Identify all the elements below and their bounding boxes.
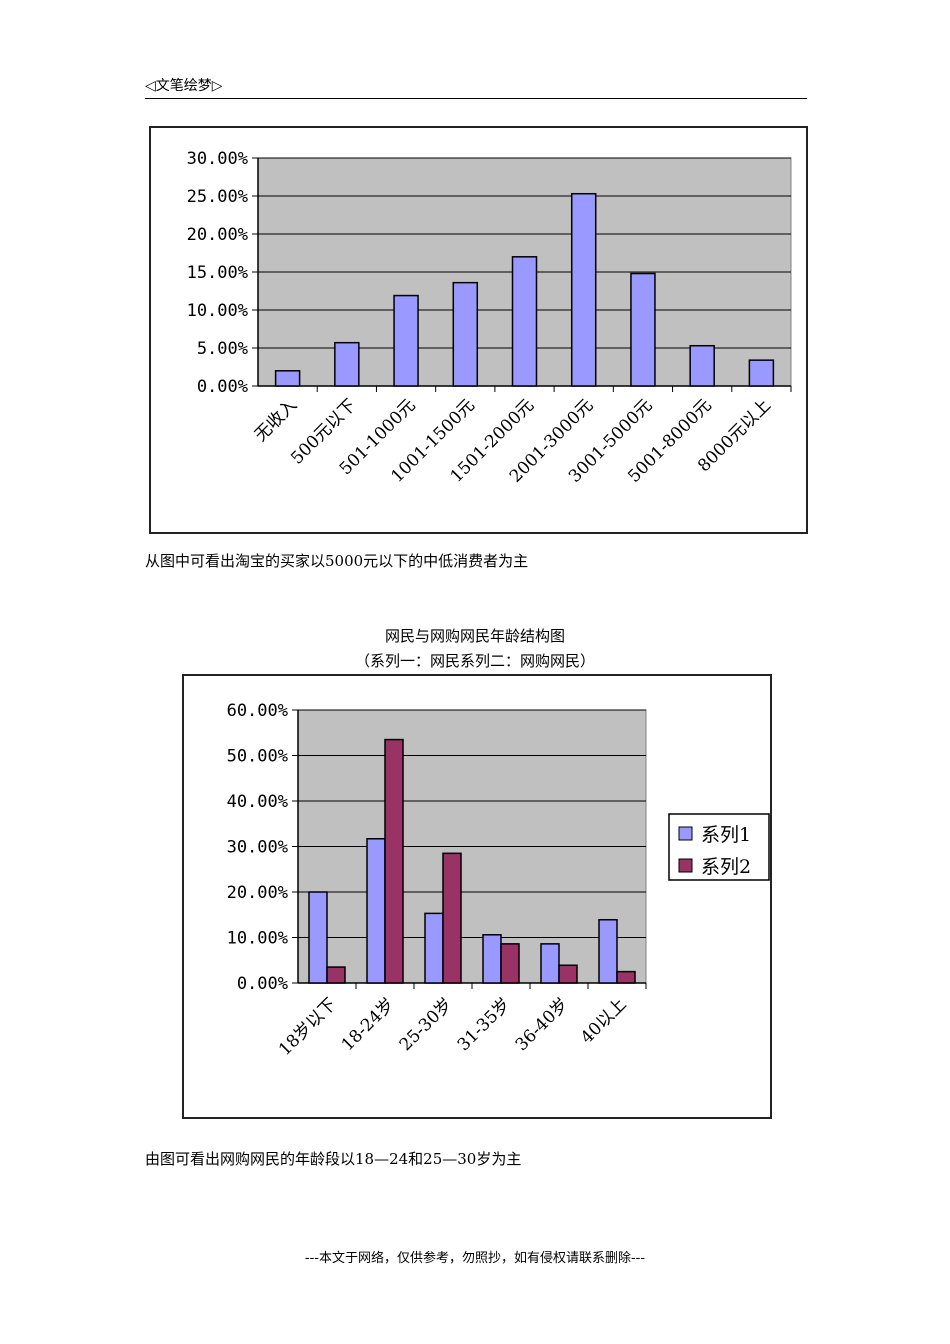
bar-series-1 (424, 912, 444, 984)
bar-series-1 (598, 919, 618, 984)
y-tick-label: 60.00% (227, 701, 288, 721)
y-tick-label: 25.00% (187, 187, 248, 207)
bar (748, 359, 775, 387)
y-tick-label: 50.00% (227, 747, 288, 767)
header-text: ◁文笔绘梦▷ (145, 78, 223, 94)
page-header: ◁文笔绘梦▷ (145, 72, 807, 99)
bar-series-1 (366, 838, 386, 984)
y-tick-label: 40.00% (227, 792, 288, 812)
bar (630, 272, 656, 387)
bar-series-2 (558, 964, 578, 984)
y-tick-label: 30.00% (227, 838, 288, 858)
legend-label: 系列2 (701, 856, 751, 878)
y-tick-label: 30.00% (187, 149, 248, 169)
bar-series-2 (384, 738, 404, 984)
bar-series-2 (442, 852, 462, 984)
chart2-title: 网民与网购网民年龄结构图 (384, 627, 565, 645)
bar (689, 344, 715, 387)
x-category-label: 31-35岁 (454, 994, 515, 1055)
legend-swatch (678, 826, 693, 841)
bar (334, 341, 360, 387)
bar (452, 281, 479, 387)
bar (274, 370, 301, 387)
age-chart: 60.00% 50.00% 40.00% 30.00% 20.00% 10.00% 0.00… (182, 674, 772, 1119)
x-category-label: 40以上 (577, 994, 630, 1047)
y-tick-label: 0.00% (197, 377, 248, 397)
bar-series-2 (500, 943, 520, 984)
x-category-label: 无收入 (251, 395, 301, 445)
income-chart-svg: 30.00% 25.00% 20.00% 15.00% 10.00% 5.00% 0.00%… (187, 149, 792, 487)
y-tick-label: 20.00% (187, 225, 248, 245)
chart2-subtitle: （系列一：网民系列二：网购网民） (354, 652, 595, 670)
bar (393, 294, 419, 387)
age-chart-svg: 60.00% 50.00% 40.00% 30.00% 20.00% 10.00% 0.00… (227, 701, 770, 1060)
x-category-label: 18-24岁 (338, 994, 399, 1055)
bar (570, 192, 597, 387)
page-footer: ---本文于网络，仅供参考，勿照抄，如有侵权请联系删除--- (304, 1251, 646, 1266)
paragraph-income: 从图中可看出淘宝的买家以5000元以下的中低消费者为主 (145, 552, 529, 570)
bar-series-2 (616, 970, 636, 984)
legend-swatch (678, 858, 693, 873)
paragraph-age: 由图可看出网购网民的年龄段以18—24和25—30岁为主 (145, 1150, 522, 1168)
income-chart: 30.00% 25.00% 20.00% 15.00% 10.00% 5.00% 0.00%… (149, 126, 808, 534)
bar-series-2 (326, 966, 346, 984)
x-category-label: 36-40岁 (512, 994, 573, 1055)
x-category-label: 25-30岁 (396, 994, 457, 1055)
y-tick-label: 5.00% (197, 339, 248, 359)
y-tick-label: 15.00% (187, 263, 248, 283)
y-tick-label: 0.00% (237, 974, 288, 994)
y-tick-label: 10.00% (187, 301, 248, 321)
bar (511, 256, 538, 387)
bar-series-1 (482, 934, 502, 984)
legend-label: 系列1 (701, 824, 751, 846)
y-tick-label: 20.00% (227, 883, 288, 903)
x-category-label: 18岁以下 (275, 994, 341, 1060)
bar-series-1 (308, 891, 328, 984)
bar-series-1 (540, 943, 560, 984)
y-tick-label: 10.00% (227, 929, 288, 949)
